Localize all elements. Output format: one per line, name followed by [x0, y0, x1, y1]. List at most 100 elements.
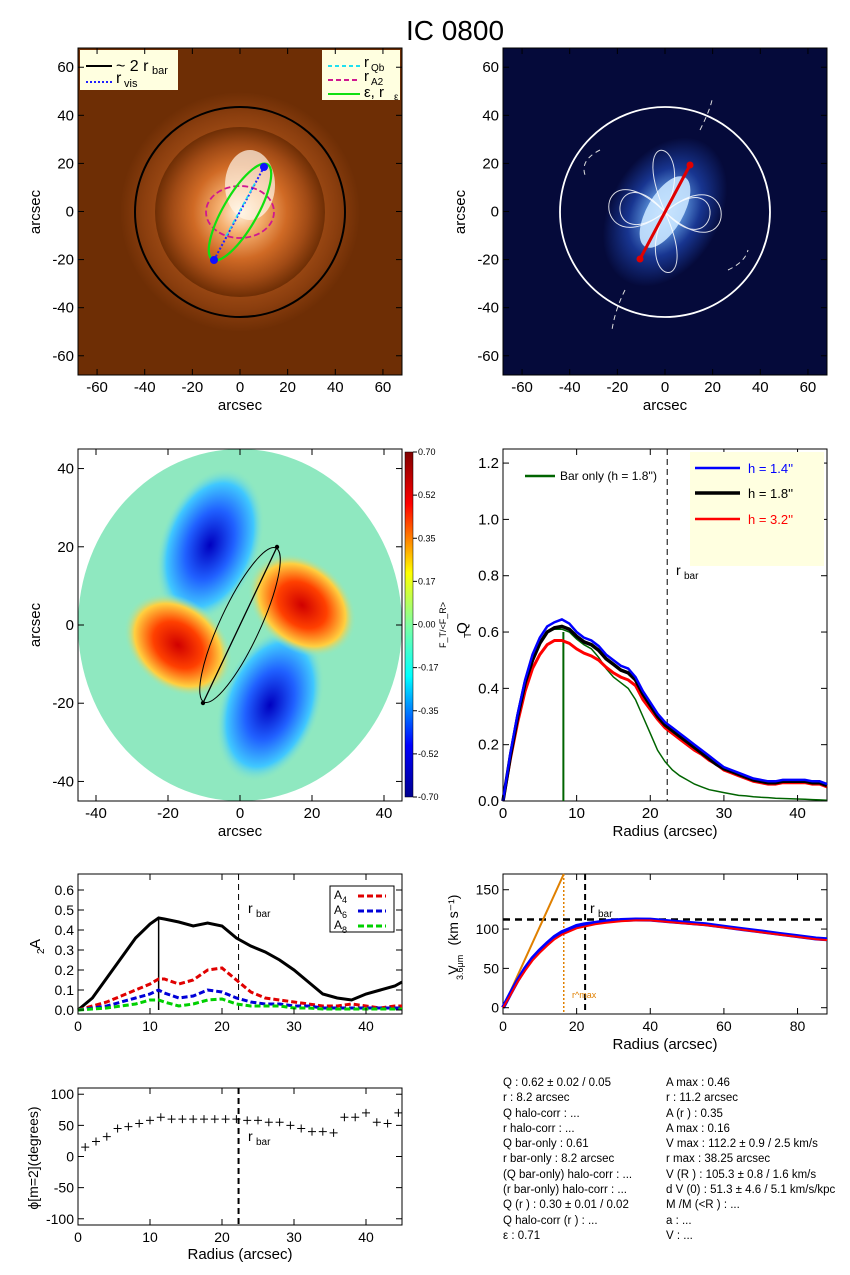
ellipse-rA2: [205, 185, 275, 239]
x-tick-label: -60: [86, 379, 108, 396]
p5-legend: A 4 A 6 A 8: [329, 885, 395, 935]
y-tick-label: -40: [52, 773, 74, 790]
stat-row: Q halo-corr : ...: [503, 1107, 580, 1120]
svg-text:T: T: [463, 632, 474, 638]
stat-row: r max : 38.25 arcsec: [666, 1153, 771, 1166]
stat-row: a : ...: [666, 1214, 692, 1227]
p5-rbar-label: r: [248, 900, 253, 916]
stat-row: d V (0) : 51.3 ± 4.6 / 5.1 km/s/kpc: [666, 1184, 836, 1197]
y-tick-label: 50: [483, 960, 499, 976]
svg-text:r: r: [364, 68, 369, 85]
svg-text:4: 4: [342, 895, 347, 905]
panel-7-phase: 0 10 20 30 40 -100 -50 0 50 100 r bar Radius (arc…: [25, 1086, 403, 1263]
x-tick-label: 30: [716, 805, 733, 822]
phase-point: [156, 1113, 165, 1122]
y-tick-label: -20: [477, 252, 499, 269]
phase-point: [200, 1115, 208, 1124]
isophote-contours: [608, 149, 722, 273]
cbar-tick-label: -0.17: [418, 663, 439, 673]
panel-5-ticks: 0 10 20 30 40 0.0 0.1 0.2 0.3 0.4 0.5 0.6: [55, 874, 402, 1034]
y-tick-label: 1.2: [478, 455, 499, 472]
x-tick-label: -40: [559, 379, 581, 396]
series-bar-only: [502, 628, 828, 802]
phase-point: [297, 1124, 306, 1133]
svg-text:bar: bar: [152, 65, 168, 77]
x-tick-label: 20: [642, 805, 659, 822]
y-tick-label: 40: [57, 107, 74, 124]
cbar-tick-label: 0.52: [418, 490, 436, 500]
cbar-tick-label: 0.00: [418, 620, 436, 630]
phase-point: [286, 1121, 295, 1130]
x-tick-label: 40: [376, 805, 393, 822]
stat-row: Q bar-only : 0.61: [503, 1138, 589, 1151]
svg-text:A2: A2: [371, 77, 384, 88]
y-tick-label: 0.2: [55, 962, 75, 978]
phase-point: [362, 1108, 370, 1117]
x-tick-label: 10: [142, 1018, 158, 1034]
p4-legend-2: h = 1.8'': [748, 486, 793, 501]
x-tick-label: 40: [358, 1018, 374, 1034]
y-tick-label: 40: [482, 107, 499, 124]
y-tick-label: 0.6: [478, 624, 499, 641]
cbar-tick-label: 0.70: [418, 447, 436, 457]
stat-row: ε : 0.71: [503, 1229, 541, 1242]
svg-text:2: 2: [36, 948, 47, 954]
x-tick-label: -20: [607, 379, 629, 396]
x-tick-label: 0: [236, 379, 244, 396]
x-tick-label: 0: [499, 1018, 507, 1034]
stat-row: Q (r ) : 0.30 ± 0.01 / 0.02: [503, 1199, 629, 1212]
y-tick-label: 40: [57, 461, 74, 478]
y-tick-label: -60: [52, 348, 74, 365]
y-tick-label: 60: [57, 59, 74, 76]
y-tick-label: 0.0: [55, 1002, 75, 1018]
svg-text:r: r: [364, 54, 369, 71]
stat-row: (Q bar-only) halo-corr : ...: [503, 1168, 633, 1181]
colorbar: [404, 451, 414, 798]
y-tick-label: 100: [476, 921, 500, 937]
stat-row: (r bar-only) halo-corr : ...: [503, 1184, 627, 1197]
panel-6-vrot: 0 20 40 60 80 0 50 100 150 r bar r^max Radius (a…: [445, 873, 828, 1053]
phase-point: [102, 1132, 111, 1141]
x-tick-label: 0: [236, 805, 244, 822]
p2-ylabel: arcsec: [452, 189, 469, 234]
phase-point: [210, 1115, 219, 1124]
svg-text:A: A: [334, 903, 342, 917]
y-tick-label: 0: [491, 1000, 499, 1016]
stat-row: Q : 0.62 ± 0.02 / 0.05: [503, 1077, 611, 1089]
svg-text:bar: bar: [256, 1137, 271, 1148]
series-vred: [502, 919, 828, 1009]
p3-xlabel: arcsec: [218, 823, 263, 840]
cbar-tick-label: -0.70: [418, 792, 439, 802]
x-tick-label: 40: [789, 805, 806, 822]
stat-row: A max : 0.46: [666, 1077, 730, 1089]
x-tick-label: 40: [327, 379, 344, 396]
y-tick-label: -60: [477, 348, 499, 365]
y-tick-label: 0.5: [55, 902, 75, 918]
bar-end-marker: [210, 256, 218, 264]
phase-point: [275, 1118, 284, 1127]
x-tick-label: 20: [304, 805, 321, 822]
p2-xlabel: arcsec: [643, 397, 688, 414]
stat-row: M /M (<R ) : ...: [666, 1199, 740, 1212]
line-rQb: [225, 182, 256, 237]
legend-left: ~ 2 r bar r vis: [80, 50, 178, 90]
x-tick-label: -20: [182, 379, 204, 396]
x-tick-label: 20: [704, 379, 721, 396]
y-tick-label: 20: [57, 539, 74, 556]
x-tick-label: 40: [642, 1018, 658, 1034]
legend-right: r Qb r A2 ε, r ε: [322, 50, 400, 103]
svg-text:8: 8: [342, 925, 347, 935]
phase-point: [264, 1118, 273, 1127]
phase-point: [167, 1115, 176, 1124]
y-tick-label: 0.0: [478, 793, 499, 810]
phase-point: [351, 1113, 360, 1122]
phase-point: [329, 1128, 338, 1137]
x-tick-label: 20: [279, 379, 296, 396]
stat-row: r : 11.2 arcsec: [666, 1092, 739, 1105]
phase-point: [254, 1116, 262, 1125]
x-tick-label: -40: [85, 805, 107, 822]
circle-2rbar: [134, 106, 346, 318]
phase-point: [243, 1116, 252, 1125]
cbar-tick-label: 0.35: [418, 533, 436, 543]
p6-rbar-label: r: [590, 900, 595, 916]
